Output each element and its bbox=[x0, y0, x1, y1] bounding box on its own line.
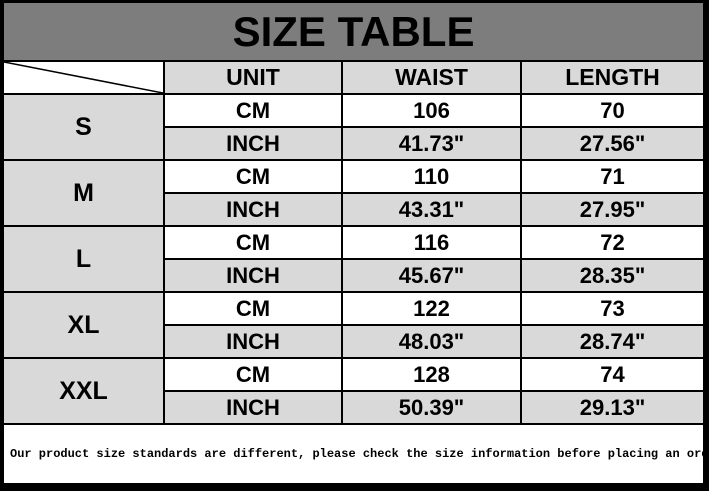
size-label-xxl: XXL bbox=[2, 357, 165, 425]
table-row: INCH 48.03" 28.74" bbox=[3, 324, 706, 359]
unit-cell: INCH bbox=[163, 390, 343, 425]
table-row: INCH 41.73" 27.56" bbox=[3, 126, 706, 161]
column-header-unit: UNIT bbox=[163, 60, 343, 95]
length-cell: 27.56" bbox=[519, 126, 706, 161]
waist-cell: 128 bbox=[341, 357, 522, 392]
unit-cell: CM bbox=[163, 357, 343, 392]
waist-cell: 122 bbox=[341, 291, 522, 326]
size-label-s: S bbox=[2, 93, 165, 161]
waist-cell: 110 bbox=[341, 159, 522, 194]
size-label-m: M bbox=[2, 159, 165, 227]
length-cell: 70 bbox=[519, 93, 706, 128]
waist-cell: 45.67" bbox=[341, 258, 522, 293]
table-row: L CM 116 72 bbox=[2, 225, 706, 293]
size-note: Our product size standards are different… bbox=[1, 423, 706, 485]
length-cell: 28.74" bbox=[519, 324, 706, 359]
waist-cell: 41.73" bbox=[341, 126, 522, 161]
size-label-xl: XL bbox=[2, 291, 165, 359]
waist-cell: 106 bbox=[341, 93, 522, 128]
unit-cell: CM bbox=[163, 93, 343, 128]
table-row: S CM 106 70 bbox=[2, 93, 706, 161]
waist-cell: 43.31" bbox=[341, 192, 522, 227]
unit-cell: INCH bbox=[163, 126, 343, 161]
waist-cell: 50.39" bbox=[341, 390, 522, 425]
column-header-waist: WAIST bbox=[341, 60, 522, 95]
table-row: INCH 43.31" 27.95" bbox=[3, 192, 706, 227]
length-cell: 74 bbox=[519, 357, 706, 392]
table-row: INCH 50.39" 29.13" bbox=[3, 390, 706, 425]
length-cell: 29.13" bbox=[519, 390, 706, 425]
length-cell: 71 bbox=[519, 159, 706, 194]
unit-cell: INCH bbox=[163, 258, 343, 293]
unit-cell: INCH bbox=[163, 192, 343, 227]
length-cell: 28.35" bbox=[519, 258, 706, 293]
column-header-length: LENGTH bbox=[519, 60, 706, 95]
table-row: M CM 110 71 bbox=[2, 159, 706, 227]
table-row: INCH 45.67" 28.35" bbox=[3, 258, 706, 293]
unit-cell: INCH bbox=[163, 324, 343, 359]
waist-cell: 48.03" bbox=[341, 324, 522, 359]
length-cell: 72 bbox=[519, 225, 706, 260]
length-cell: 27.95" bbox=[519, 192, 706, 227]
size-label-l: L bbox=[2, 225, 165, 293]
page-title: SIZE TABLE bbox=[1, 1, 706, 62]
unit-cell: CM bbox=[163, 225, 343, 260]
waist-cell: 116 bbox=[341, 225, 522, 260]
table-row: XXL CM 128 74 bbox=[2, 357, 706, 425]
table-row: XL CM 122 73 bbox=[2, 291, 706, 359]
diagonal-line-icon bbox=[4, 62, 163, 93]
unit-cell: CM bbox=[163, 291, 343, 326]
unit-cell: CM bbox=[163, 159, 343, 194]
length-cell: 73 bbox=[519, 291, 706, 326]
diagonal-corner-cell bbox=[2, 60, 165, 95]
